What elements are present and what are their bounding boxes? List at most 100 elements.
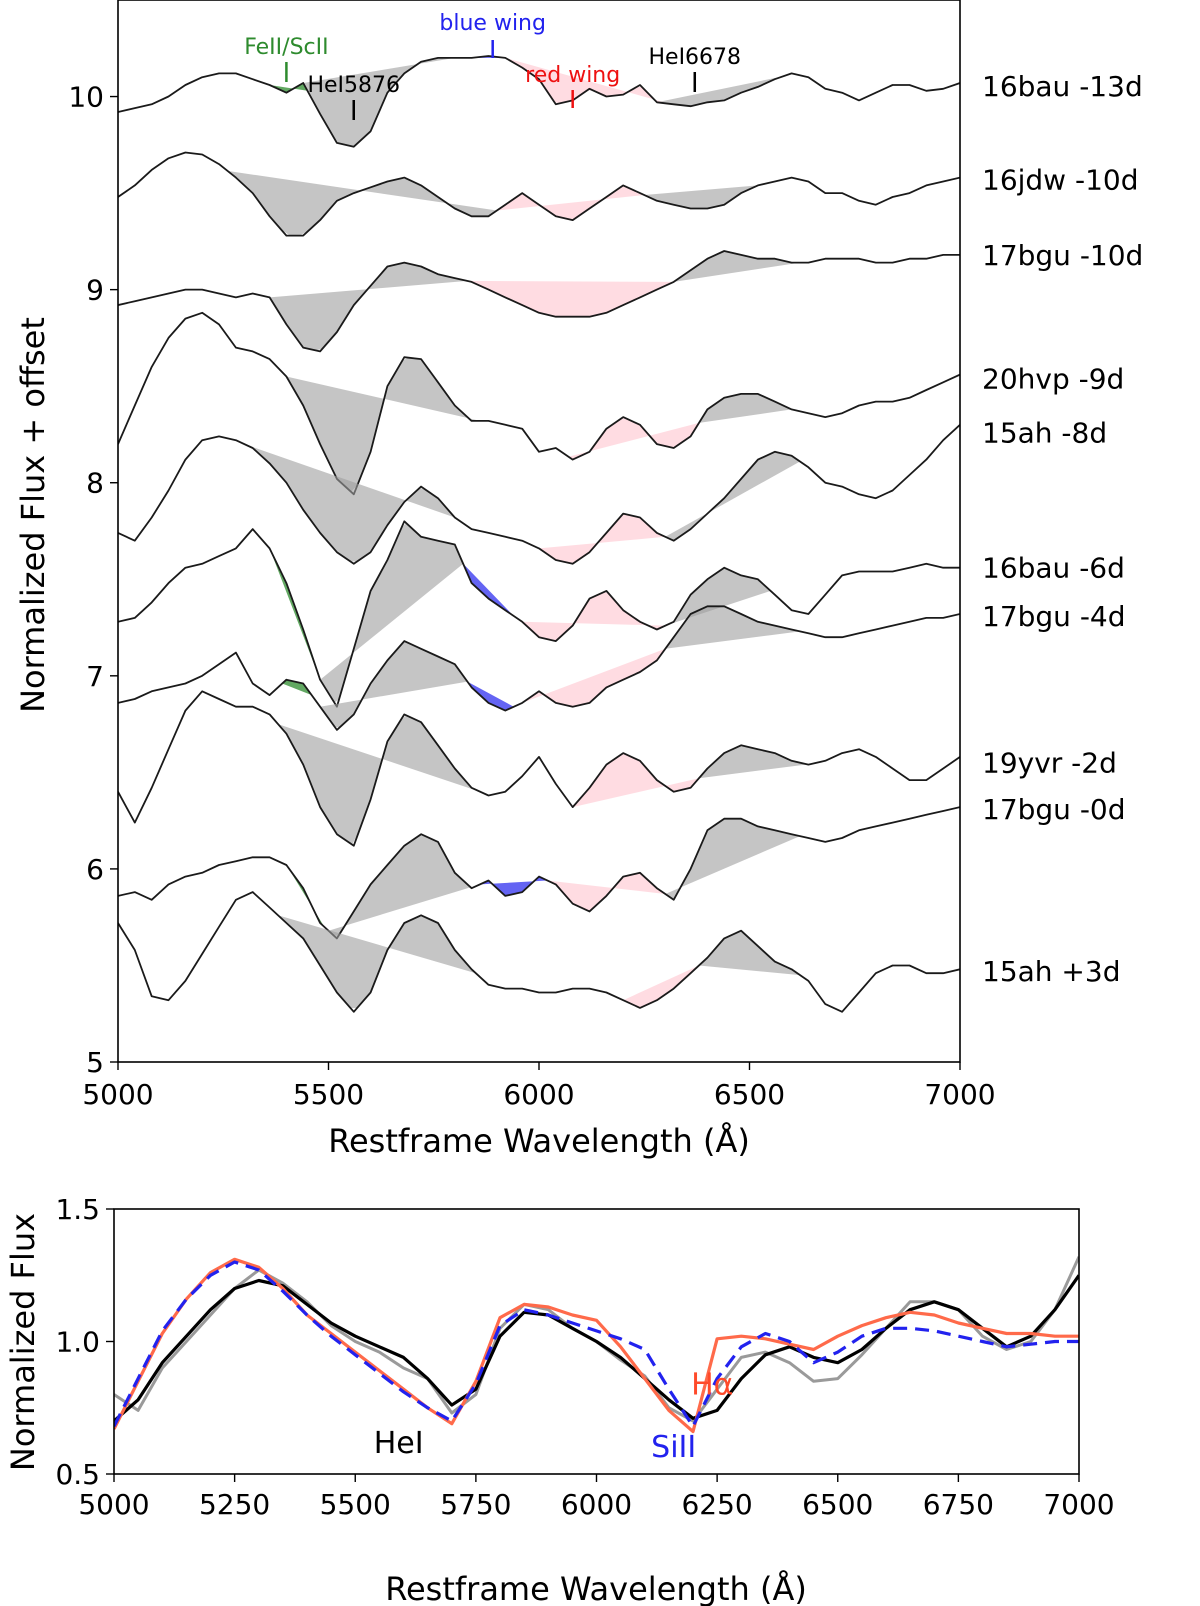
spectrum-9	[118, 891, 960, 1013]
spectrum-label-8: 17bgu -0d	[982, 793, 1126, 826]
spectrum-labels: 16bau -13d 16jdw -10d 17bgu -10d 20hvp -9d 1…	[982, 70, 1143, 988]
bottom-ytick-label-0: 0.5	[55, 1458, 100, 1491]
spectrum-line-9	[118, 891, 960, 1013]
spectrum-label-5: 16bau -6d	[982, 552, 1125, 585]
spectrum-line-2	[118, 250, 960, 353]
shade-blue-8	[480, 877, 548, 896]
shade-gray-7	[278, 715, 481, 845]
spectrum-7	[118, 690, 960, 847]
bottom-xtick-label-8: 7000	[1043, 1488, 1114, 1521]
spectrum-line-0	[118, 55, 960, 148]
shade-gray-0	[303, 57, 455, 147]
feature-label-blue: blue wing	[439, 11, 546, 36]
spectrum-0	[118, 55, 960, 148]
top-xtick-label-4: 7000	[924, 1078, 995, 1111]
shade-gray-2	[269, 263, 468, 351]
feature-label-red: red wing	[525, 63, 620, 88]
bottom-model-panel: 5000 5250 5500 5750 6000 6250 6500 6750 7000 0.5…	[4, 1193, 1115, 1606]
shade-gray-5	[665, 568, 771, 626]
bottom-xtick-label-3: 5750	[440, 1488, 511, 1521]
bottom-xtick-label-5: 6250	[681, 1488, 752, 1521]
bottom-y-tick-labels: 0.5 1.0 1.5	[55, 1193, 100, 1491]
spectrum-line-6	[118, 605, 960, 731]
feature-label-he6678: HeI6678	[648, 45, 741, 70]
shade-pink-3	[568, 417, 699, 460]
top-ytick-label-0: 5	[86, 1046, 104, 1079]
shade-pink-9	[623, 965, 699, 1008]
bottom-axis-ticks	[106, 1208, 1080, 1482]
feature-markers: FeII/ScII HeI5876 blue wing red wing HeI6678	[244, 11, 741, 120]
shade-gray-4	[665, 452, 800, 541]
top-xtick-label-0: 5000	[82, 1078, 153, 1111]
feature-label-he5876: HeI5876	[307, 73, 400, 98]
spectrum-line-4	[118, 424, 960, 565]
spectrum-5	[118, 520, 960, 708]
spectrum-1	[118, 151, 960, 237]
annotation-2: Hα	[691, 1368, 733, 1403]
bottom-xtick-label-1: 5250	[199, 1488, 270, 1521]
shade-green-0	[269, 83, 308, 93]
top-xtick-label-3: 6500	[714, 1078, 785, 1111]
shade-gray-7	[699, 745, 813, 779]
annotation-1: SiII	[651, 1430, 696, 1465]
spectrum-label-4: 15ah -8d	[982, 417, 1107, 450]
top-xtick-label-2: 6000	[503, 1078, 574, 1111]
bottom-ytick-label-2: 1.5	[55, 1193, 100, 1226]
spectrum-label-2: 17bgu -10d	[982, 239, 1143, 272]
spectrum-6	[118, 605, 960, 731]
shade-gray-1	[644, 185, 758, 209]
spectrum-line-8	[118, 806, 960, 940]
shade-gray-5	[320, 522, 464, 703]
top-ytick-label-1: 6	[86, 853, 104, 886]
shade-pink-6	[522, 648, 666, 707]
bottom-xtick-label-2: 5500	[320, 1488, 391, 1521]
bottom-plot-area	[114, 1256, 1079, 1434]
shade-gray-8	[665, 818, 800, 899]
feature-label-fe: FeII/ScII	[244, 35, 328, 60]
spectrum-line-5	[118, 520, 960, 708]
spectrum-label-9: 15ah +3d	[982, 955, 1120, 988]
shade-gray-8	[328, 835, 481, 936]
top-y-tick-labels: 5 6 7 8 9 10	[68, 81, 104, 1079]
top-ytick-label-2: 7	[86, 660, 104, 693]
shade-pink-1	[496, 186, 645, 220]
bottom-x-tick-labels: 5000 5250 5500 5750 6000 6250 6500 6750 7000	[78, 1488, 1114, 1521]
top-x-axis-label: Restframe Wavelength (Å)	[328, 1122, 750, 1160]
shade-pink-2	[467, 280, 674, 317]
bottom-xtick-label-6: 6500	[802, 1488, 873, 1521]
shade-gray-6	[320, 641, 468, 728]
spectrum-label-7: 19yvr -2d	[982, 747, 1117, 780]
spectrum-line-7	[118, 690, 960, 847]
top-axis-ticks	[110, 95, 961, 1070]
shade-green-6	[282, 679, 312, 696]
spectrum-8	[118, 806, 960, 940]
bottom-xtick-label-0: 5000	[78, 1488, 149, 1521]
annotation-0: HeI	[374, 1426, 424, 1461]
shade-gray-4	[244, 444, 455, 562]
model-series-3	[114, 1260, 1079, 1428]
shade-gray-9	[278, 915, 476, 1009]
bottom-ytick-label-1: 1.0	[55, 1326, 100, 1359]
bottom-y-axis-label: Normalized Flux	[4, 1213, 42, 1471]
spectrum-3	[118, 311, 960, 496]
spectrum-label-6: 17bgu -4d	[982, 600, 1126, 633]
shade-pink-5	[522, 592, 666, 641]
spectrum-4	[118, 424, 960, 565]
spectrum-2	[118, 250, 960, 353]
spectrum-label-0: 16bau -13d	[982, 70, 1143, 103]
top-xtick-label-1: 5500	[293, 1078, 364, 1111]
shade-gray-1	[227, 170, 497, 236]
spectrum-line-3	[118, 311, 960, 496]
shade-gray-0	[656, 76, 784, 107]
spectrum-label-3: 20hvp -9d	[982, 363, 1124, 396]
bottom-x-axis-label: Restframe Wavelength (Å)	[385, 1570, 807, 1606]
shade-pink-7	[572, 753, 699, 808]
shade-gray-9	[699, 931, 800, 976]
shade-green-5	[269, 548, 321, 680]
shade-pink-8	[547, 873, 666, 911]
spectrum-label-1: 16jdw -10d	[982, 164, 1139, 197]
spectrum-line-1	[118, 151, 960, 237]
